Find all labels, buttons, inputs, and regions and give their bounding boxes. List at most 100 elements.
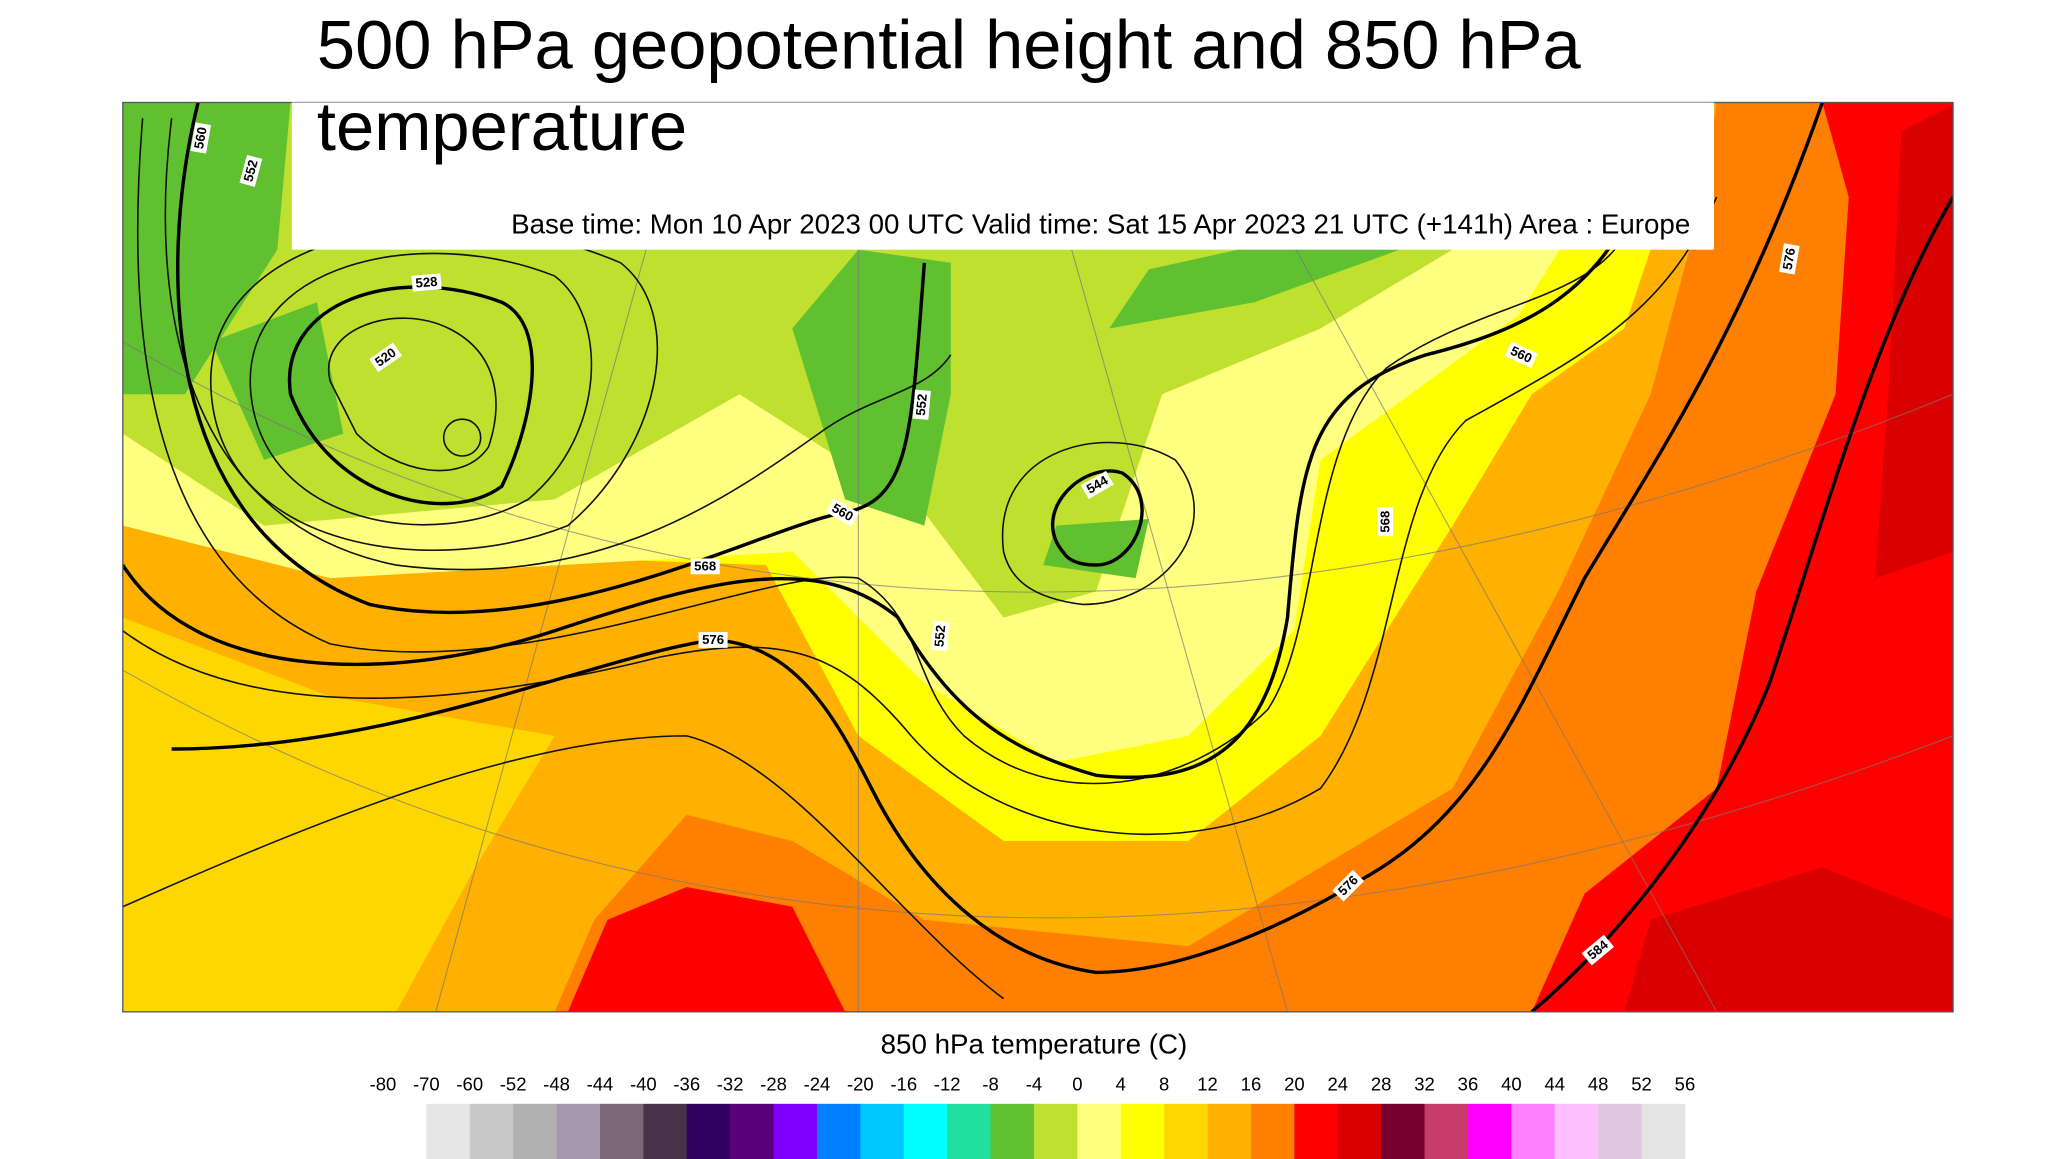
colorbar-tick-label: -16: [890, 1073, 917, 1094]
contour-label-box: [190, 122, 212, 154]
temperature-area: [1043, 519, 1149, 579]
colorbar-tick-label: -4: [1026, 1073, 1042, 1094]
temperature-area: [567, 886, 846, 1012]
subtitle: Base time: Mon 10 Apr 2023 00 UTC Valid …: [511, 208, 1690, 239]
contour-label: 576: [698, 632, 728, 648]
colorbar-tick-label: -52: [500, 1073, 527, 1094]
contour-label-text: 552: [240, 158, 260, 183]
contour-label-text: 568: [1377, 511, 1392, 533]
colorbar-tick-label: -60: [456, 1073, 483, 1094]
contour-label-box: [931, 620, 950, 652]
colorbar-tick-label: -20: [847, 1073, 874, 1094]
contour-label-box: [698, 632, 728, 648]
contour-label: 560: [190, 122, 212, 154]
colorbar-swatch: [426, 1103, 471, 1159]
colorbar-swatch: [643, 1103, 688, 1159]
colorbar-swatch: [860, 1103, 905, 1159]
contour-label-box: [825, 498, 860, 527]
contour-label-box: [411, 273, 442, 292]
colorbar-tick-label: -48: [543, 1073, 570, 1094]
temperature-area: [122, 617, 555, 1012]
colorbar-swatch: [1424, 1103, 1469, 1159]
contour: [122, 196, 1718, 836]
title: 500 hPa geopotential height and 850 hPa …: [316, 7, 1581, 166]
colorbar-swatch: [556, 1103, 601, 1159]
temperature-area: [554, 102, 1849, 1012]
contour: [249, 252, 593, 526]
colorbar-swatch: [686, 1103, 731, 1159]
contour: [176, 102, 927, 615]
colorbar-tick-label: 16: [1241, 1073, 1262, 1094]
contour: [171, 102, 1824, 975]
colorbar-tick-label: 36: [1458, 1073, 1479, 1094]
colorbar-swatch: [773, 1103, 818, 1159]
colorbar-tick-label: 48: [1588, 1073, 1609, 1094]
temperature-area: [211, 302, 344, 460]
colorbar-tick-label: 44: [1544, 1073, 1565, 1094]
graticule: [1214, 102, 1718, 1012]
colorbar-swatch: [1207, 1103, 1252, 1159]
graticule: [122, 669, 1954, 919]
contour: [1530, 196, 1954, 1012]
title-box: [291, 102, 1715, 250]
colorbar-tick-label: -12: [934, 1073, 961, 1094]
contour-label-text: 560: [191, 126, 210, 150]
colorbar-swatch: [1467, 1103, 1512, 1159]
contour-label: 552: [931, 620, 950, 652]
colorbar-tick-label: 12: [1197, 1073, 1218, 1094]
colorbar-tick-label: 4: [1116, 1073, 1126, 1094]
colorbar-swatch: [1164, 1103, 1208, 1159]
colorbar-swatch: [816, 1103, 861, 1159]
colorbar-swatch: [469, 1103, 514, 1159]
contour-label-box: [912, 389, 931, 420]
contour: [1001, 441, 1195, 606]
colorbar-swatch: [1381, 1103, 1425, 1159]
colorbar-swatch: [1641, 1103, 1686, 1159]
colorbar-tick-label: -80: [370, 1073, 397, 1094]
contour: [442, 418, 482, 457]
colorbar-tick-label: -28: [760, 1073, 787, 1094]
colorbar-tick-label: 28: [1371, 1073, 1392, 1094]
contour-label-box: [1778, 243, 1800, 275]
colorbar-swatch: [1077, 1103, 1122, 1159]
colorbar-tick-label: 56: [1675, 1073, 1696, 1094]
contour-label-text: 568: [694, 559, 716, 574]
colorbar-tick-label: -40: [630, 1073, 657, 1094]
colorbar-swatch: [1554, 1103, 1599, 1159]
colorbar-title: 850 hPa temperature (C): [881, 1028, 1188, 1059]
colorbar-tick-label: -36: [673, 1073, 700, 1094]
colorbar-tick-label: -44: [587, 1073, 614, 1094]
temperature-area: [1109, 243, 1400, 329]
graticule: [122, 341, 1954, 593]
colorbar-swatch: [1250, 1103, 1295, 1159]
contour: [122, 735, 1005, 1000]
contour: [164, 118, 952, 571]
contour-label-text: 576: [1780, 247, 1799, 271]
temperature-area: [792, 249, 951, 526]
colorbar-tick-label: 40: [1501, 1073, 1522, 1094]
contour: [122, 196, 1640, 779]
colorbar-tick-label: 0: [1072, 1073, 1082, 1094]
contour-label-box: [690, 558, 720, 575]
contour-label-box: [1080, 470, 1114, 499]
colorbar-swatch: [1598, 1103, 1642, 1159]
contour-label-box: [1377, 507, 1394, 537]
contour-label-box: [1332, 869, 1365, 902]
contour: [327, 317, 497, 472]
colorbar-tick-label: -32: [717, 1073, 744, 1094]
colorbar-swatch: [1294, 1103, 1339, 1159]
contour: [1050, 469, 1144, 567]
contour: [136, 118, 1625, 785]
colorbar-swatch: [599, 1103, 644, 1159]
contour-label-text: 552: [913, 393, 930, 416]
colorbar-tick-label: -70: [413, 1073, 440, 1094]
colorbar-tick-label: 24: [1327, 1073, 1348, 1094]
graticule: [1029, 102, 1289, 1012]
contour-label-text: 552: [931, 624, 948, 647]
colorbar-tick-label: -8: [982, 1073, 998, 1094]
colorbar-tick-label: 32: [1414, 1073, 1435, 1094]
colorbar-swatch: [1337, 1103, 1382, 1159]
contour-label: 528: [411, 273, 442, 292]
